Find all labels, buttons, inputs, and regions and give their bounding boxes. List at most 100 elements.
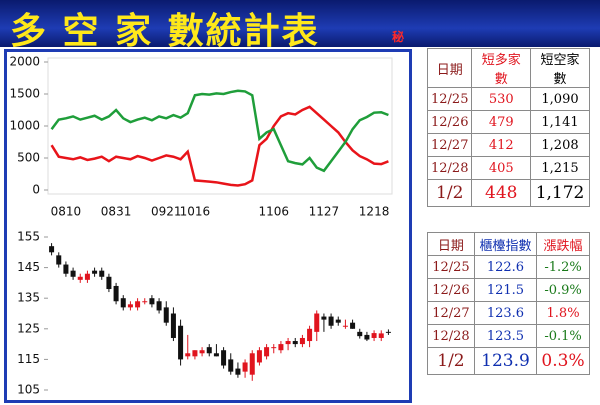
header-cell: 漲跌幅 (536, 232, 590, 256)
table-cell: 1/2 (427, 347, 475, 375)
candle-body (385, 331, 391, 333)
table-row: 12/27 123.6 1.8% (427, 301, 590, 325)
table-row: 1/2 448 1,172 (426, 179, 590, 207)
candle-body (178, 325, 184, 360)
y-tick-label: 135 (17, 291, 40, 305)
candle-body (242, 362, 248, 372)
candle-body (99, 270, 105, 277)
candle-body (264, 347, 270, 357)
candle-body (271, 347, 277, 349)
candle-body (70, 270, 76, 277)
candle-body (142, 301, 148, 303)
y-tick-label: 0 (32, 183, 40, 197)
candle-body (235, 368, 241, 375)
candle-body (192, 350, 198, 357)
candle-body (350, 322, 356, 329)
x-tick-label: 1127 (309, 205, 340, 219)
table-row: 12/26 121.5 -0.9% (427, 278, 590, 302)
table-header: 日期 短多家數 短空家數 (426, 48, 590, 88)
table-row: 12/25 530 1,090 (426, 87, 590, 111)
candle-body (49, 246, 55, 253)
table-header: 日期 櫃檯指數 漲跌幅 (427, 232, 590, 256)
table-cell: 1,208 (530, 133, 590, 157)
candle-body (206, 347, 212, 354)
candle-body (307, 328, 313, 342)
candle-body (249, 353, 255, 375)
table-cell: 12/28 (427, 324, 475, 348)
table-cell: -1.2% (536, 255, 590, 279)
data-table: 日期 櫃檯指數 漲跌幅 12/25 122.6 -1.2% 12/26 121.5 -0.9% 1… (427, 232, 590, 375)
table-cell: 1,215 (530, 156, 590, 180)
table-cell: 122.6 (473, 255, 538, 279)
table-cell: 123.6 (473, 301, 538, 325)
title: 多 空 家 數統計表 (10, 11, 320, 52)
candle-body (328, 316, 334, 326)
candle-body (378, 333, 384, 338)
y-tick-label: 1500 (9, 87, 40, 101)
y-tick-label: 145 (17, 260, 40, 274)
candle-body (342, 325, 348, 327)
candle-body (299, 337, 305, 345)
table-cell: 12/26 (426, 110, 473, 134)
table-row: 12/27 412 1,208 (426, 133, 590, 157)
candle-body (185, 353, 191, 357)
candle-body (149, 298, 155, 305)
candle-body (135, 301, 141, 308)
table-cell: 0.3% (536, 347, 590, 375)
series-line (50, 89, 389, 173)
candle-body (92, 270, 98, 274)
table-cell: 121.5 (473, 278, 538, 302)
candle-body (63, 264, 69, 274)
candle-body (56, 255, 62, 265)
table-cell: 1.8% (536, 301, 590, 325)
candle-body (335, 319, 341, 323)
candle-body (170, 313, 176, 338)
table-row: 12/26 479 1,141 (426, 110, 590, 134)
table-cell: 1,090 (530, 87, 590, 111)
x-tick-label: 1106 (258, 205, 289, 219)
table-cell: 1,172 (530, 179, 590, 207)
table-cell: 12/25 (427, 255, 475, 279)
header-cell: 短空家數 (530, 48, 590, 88)
table-row: 1/2 123.9 0.3% (427, 347, 590, 375)
table-cell: 479 (471, 110, 532, 134)
candle-body (127, 304, 133, 308)
table-cell: 12/27 (426, 133, 473, 157)
plot-frame (47, 57, 393, 195)
data-table: 日期 短多家數 短空家數 12/25 530 1,090 12/26 479 1,141 12/2… (426, 48, 590, 207)
table-row: 12/25 122.6 -1.2% (427, 255, 590, 279)
x-tick-label: 1218 (359, 205, 390, 219)
table-cell: 1,141 (530, 110, 590, 134)
y-tick-label: 105 (17, 383, 40, 397)
table-cell: 412 (471, 133, 532, 157)
y-tick-label: 500 (17, 151, 40, 165)
candle-body (213, 353, 219, 357)
candle-body (163, 307, 169, 323)
candle-body (221, 350, 227, 366)
table-cell: 1/2 (426, 179, 473, 207)
x-tick-label: 0810 (51, 205, 82, 219)
x-tick-label: 0921 (151, 205, 182, 219)
table-cell: 12/26 (427, 278, 475, 302)
y-tick-label: 1000 (9, 119, 40, 133)
badge: 秘 (392, 30, 405, 44)
table-cell: 123.9 (473, 347, 538, 375)
candle-body (228, 359, 234, 372)
table-row: 12/28 123.5 -0.1% (427, 324, 590, 348)
table-cell: 530 (471, 87, 532, 111)
y-tick-label: 2000 (9, 55, 40, 69)
table-cell: 12/25 (426, 87, 473, 111)
header-cell: 日期 (426, 48, 473, 88)
series-line (50, 105, 389, 187)
table-cell: 405 (471, 156, 532, 180)
candle-body (314, 313, 320, 332)
header-cell: 短多家數 (471, 48, 532, 88)
y-tick-label: 125 (17, 321, 40, 335)
table-cell: -0.1% (536, 324, 590, 348)
candle-body (292, 341, 298, 345)
table-cell: -0.9% (536, 278, 590, 302)
candle-body (364, 334, 370, 340)
candle-body (278, 344, 284, 351)
